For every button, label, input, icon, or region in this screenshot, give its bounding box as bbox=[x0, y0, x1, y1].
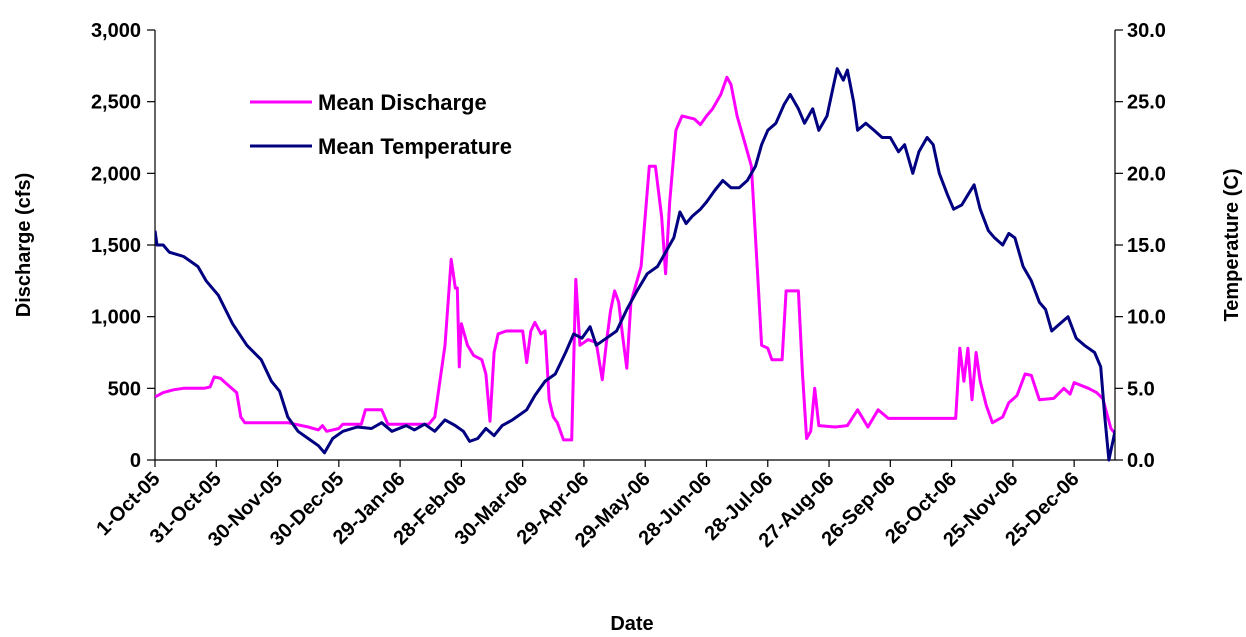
y2-tick-label: 10.0 bbox=[1127, 307, 1166, 329]
y-tick-label: 3,000 bbox=[91, 20, 141, 42]
chart-ticks: 0 500 1,000 1,500 2,000 2,500 3,000 0.0 5.0 10.0 1… bbox=[91, 20, 1166, 552]
y2-tick-label: 5.0 bbox=[1127, 378, 1155, 400]
y2-tick-label: 15.0 bbox=[1127, 235, 1166, 257]
y-tick-label: 0 bbox=[130, 450, 141, 472]
series-line-temperature bbox=[155, 67, 1115, 462]
legend-label: Mean Discharge bbox=[318, 90, 487, 115]
y-axis-title: Discharge (cfs) bbox=[13, 173, 35, 318]
y2-tick-label: 30.0 bbox=[1127, 20, 1166, 42]
series-line-discharge bbox=[155, 75, 1115, 442]
chart-series bbox=[155, 67, 1115, 462]
y-tick-label: 1,500 bbox=[91, 235, 141, 257]
chart-legend: Mean Discharge Mean Temperature bbox=[250, 90, 512, 159]
x-axis-title: Date bbox=[610, 613, 653, 635]
y2-tick-label: 0.0 bbox=[1127, 450, 1155, 472]
y-tick-label: 1,000 bbox=[91, 307, 141, 329]
y-tick-label: 2,500 bbox=[91, 92, 141, 114]
y2-axis-title: Temperature (C) bbox=[1221, 169, 1243, 322]
legend-label: Mean Temperature bbox=[318, 134, 512, 159]
y2-tick-label: 25.0 bbox=[1127, 92, 1166, 114]
y-tick-label: 500 bbox=[108, 378, 141, 400]
y-tick-label: 2,000 bbox=[91, 163, 141, 185]
y2-tick-label: 20.0 bbox=[1127, 163, 1166, 185]
